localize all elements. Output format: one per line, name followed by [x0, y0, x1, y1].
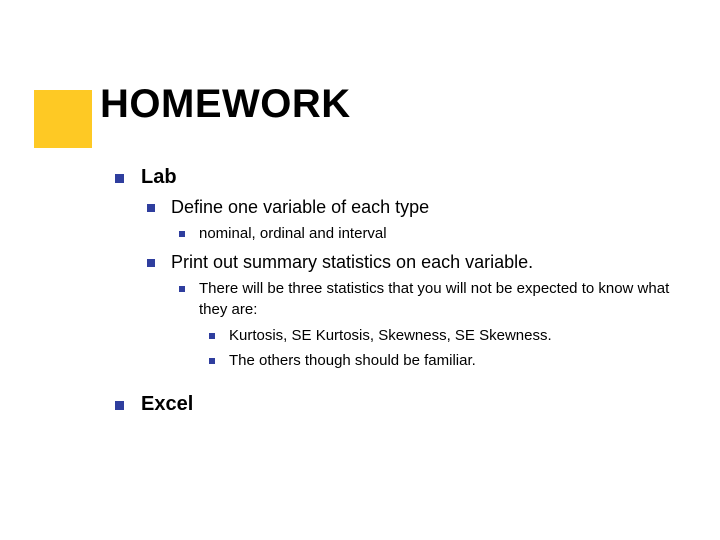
- list-item: nominal, ordinal and interval: [179, 224, 675, 244]
- slide-title: HOMEWORK: [100, 82, 351, 127]
- bullet-list-l3: nominal, ordinal and interval: [179, 224, 675, 244]
- list-item-label: Define one variable of each type: [171, 197, 429, 217]
- bullet-list-l3: There will be three statistics that you …: [179, 279, 675, 371]
- list-item: The others though should be familiar.: [209, 351, 675, 371]
- list-item-label: Kurtosis, SE Kurtosis, Skewness, SE Skew…: [229, 327, 552, 344]
- list-item: Define one variable of each type nominal…: [147, 197, 675, 244]
- bullet-list-l4: Kurtosis, SE Kurtosis, Skewness, SE Skew…: [209, 326, 675, 372]
- list-item-label: There will be three statistics that you …: [199, 280, 669, 317]
- list-item: Lab Define one variable of each type nom…: [115, 166, 675, 371]
- slide-body: Lab Define one variable of each type nom…: [115, 166, 675, 426]
- list-item-label: The others though should be familiar.: [229, 352, 476, 369]
- list-item-label: nominal, ordinal and interval: [199, 225, 387, 242]
- list-item-label: Excel: [141, 393, 193, 415]
- accent-square: [34, 90, 92, 148]
- list-item: There will be three statistics that you …: [179, 279, 675, 371]
- list-item: Excel: [115, 393, 675, 416]
- list-item-label: Print out summary statistics on each var…: [171, 252, 533, 272]
- list-item: Print out summary statistics on each var…: [147, 252, 675, 371]
- list-item-label: Lab: [141, 166, 177, 188]
- bullet-list-l2: Define one variable of each type nominal…: [147, 197, 675, 371]
- slide: HOMEWORK Lab Define one variable of each…: [0, 0, 720, 540]
- list-item: Kurtosis, SE Kurtosis, Skewness, SE Skew…: [209, 326, 675, 346]
- bullet-list-l1: Lab Define one variable of each type nom…: [115, 166, 675, 416]
